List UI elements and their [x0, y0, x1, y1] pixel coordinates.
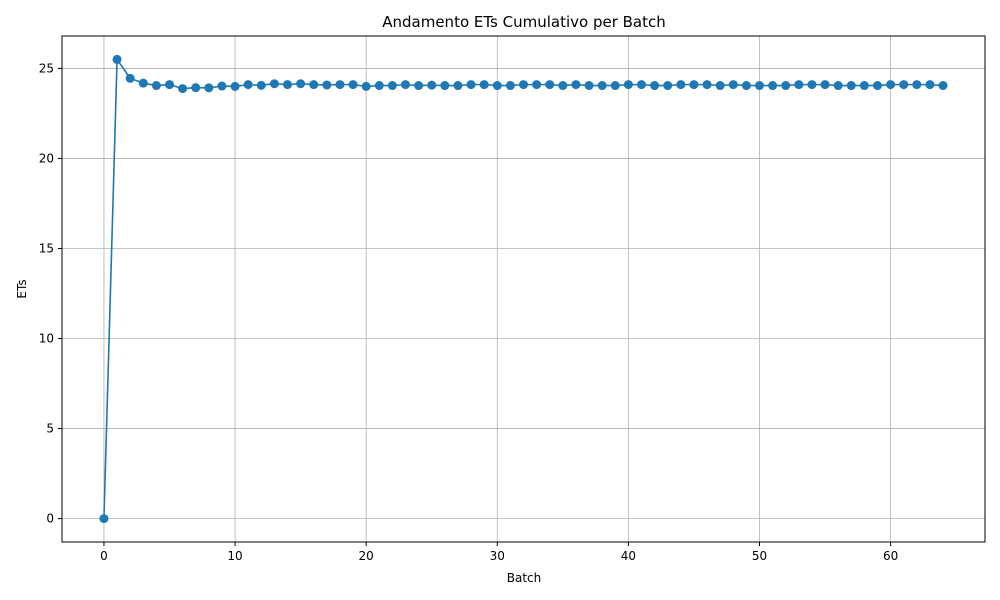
y-tick-label: 0: [46, 512, 54, 526]
data-point: [427, 80, 437, 90]
data-point: [230, 81, 240, 91]
x-tick-label: 60: [883, 549, 898, 563]
data-point: [794, 80, 804, 90]
data-point: [872, 81, 882, 91]
data-point: [663, 81, 673, 91]
data-point: [322, 80, 332, 90]
data-point: [387, 81, 397, 91]
x-tick-label: 0: [100, 549, 108, 563]
data-point: [741, 81, 751, 91]
x-tick-label: 10: [227, 549, 242, 563]
data-point: [715, 81, 725, 91]
data-point: [807, 80, 817, 90]
data-point: [702, 80, 712, 90]
data-point: [545, 80, 555, 90]
data-point: [886, 80, 896, 90]
data-point: [204, 83, 214, 93]
data-point: [676, 80, 686, 90]
data-point: [256, 80, 266, 90]
data-point: [178, 84, 188, 94]
y-tick-label: 15: [39, 241, 54, 255]
data-point: [636, 80, 646, 90]
data-point: [833, 81, 843, 91]
data-point: [912, 80, 922, 90]
y-axis-label: ETs: [15, 279, 29, 298]
data-point: [453, 81, 463, 91]
data-point: [532, 80, 542, 90]
data-point: [361, 81, 371, 91]
data-point: [125, 73, 135, 83]
y-tick-label: 20: [39, 151, 54, 165]
data-point: [571, 80, 581, 90]
chart-title: Andamento ETs Cumulativo per Batch: [382, 13, 666, 31]
data-point: [859, 81, 869, 91]
data-point: [479, 80, 489, 90]
data-point: [558, 81, 568, 91]
data-point: [99, 514, 109, 524]
data-point: [728, 80, 738, 90]
data-point: [846, 81, 856, 91]
data-point: [754, 81, 764, 91]
data-point: [151, 81, 161, 91]
data-series: [99, 54, 948, 524]
y-tick-label: 10: [39, 332, 54, 346]
y-tick-label: 25: [39, 61, 54, 75]
data-point: [623, 80, 633, 90]
data-point: [925, 80, 935, 90]
data-point: [309, 80, 319, 90]
x-tick-label: 50: [752, 549, 767, 563]
data-point: [440, 81, 450, 91]
data-point: [283, 80, 293, 90]
data-point: [650, 81, 660, 91]
data-point: [597, 81, 607, 91]
data-point: [781, 81, 791, 91]
data-point: [165, 80, 175, 90]
data-point: [689, 80, 699, 90]
grid-lines: [62, 36, 985, 542]
data-point: [269, 79, 279, 89]
data-point: [768, 81, 778, 91]
x-tick-label: 20: [359, 549, 374, 563]
data-point: [519, 80, 528, 90]
y-tick-label: 5: [46, 422, 54, 436]
data-point: [505, 81, 515, 91]
data-point: [335, 80, 345, 90]
data-point: [138, 78, 148, 88]
x-tick-label: 40: [621, 549, 636, 563]
data-point: [348, 80, 358, 90]
data-point: [899, 80, 909, 90]
data-point: [466, 80, 476, 90]
data-point: [584, 81, 594, 91]
data-point: [217, 81, 227, 91]
series-line: [103, 56, 944, 519]
data-point: [610, 81, 620, 91]
plot-frame: [61, 35, 986, 543]
data-point: [374, 81, 384, 91]
data-point: [401, 80, 411, 90]
data-point: [414, 81, 424, 91]
data-point: [191, 83, 201, 93]
x-axis-label: Batch: [507, 571, 542, 585]
data-point: [296, 79, 306, 89]
x-tick-label: 30: [490, 549, 505, 563]
data-point: [938, 81, 948, 91]
data-point: [820, 80, 830, 90]
data-point: [112, 54, 122, 64]
data-point: [492, 81, 502, 91]
axis-ticks: 0 10 20 30 40 50 60 0 5 10 15 20 25: [39, 61, 899, 563]
data-point: [243, 80, 253, 90]
